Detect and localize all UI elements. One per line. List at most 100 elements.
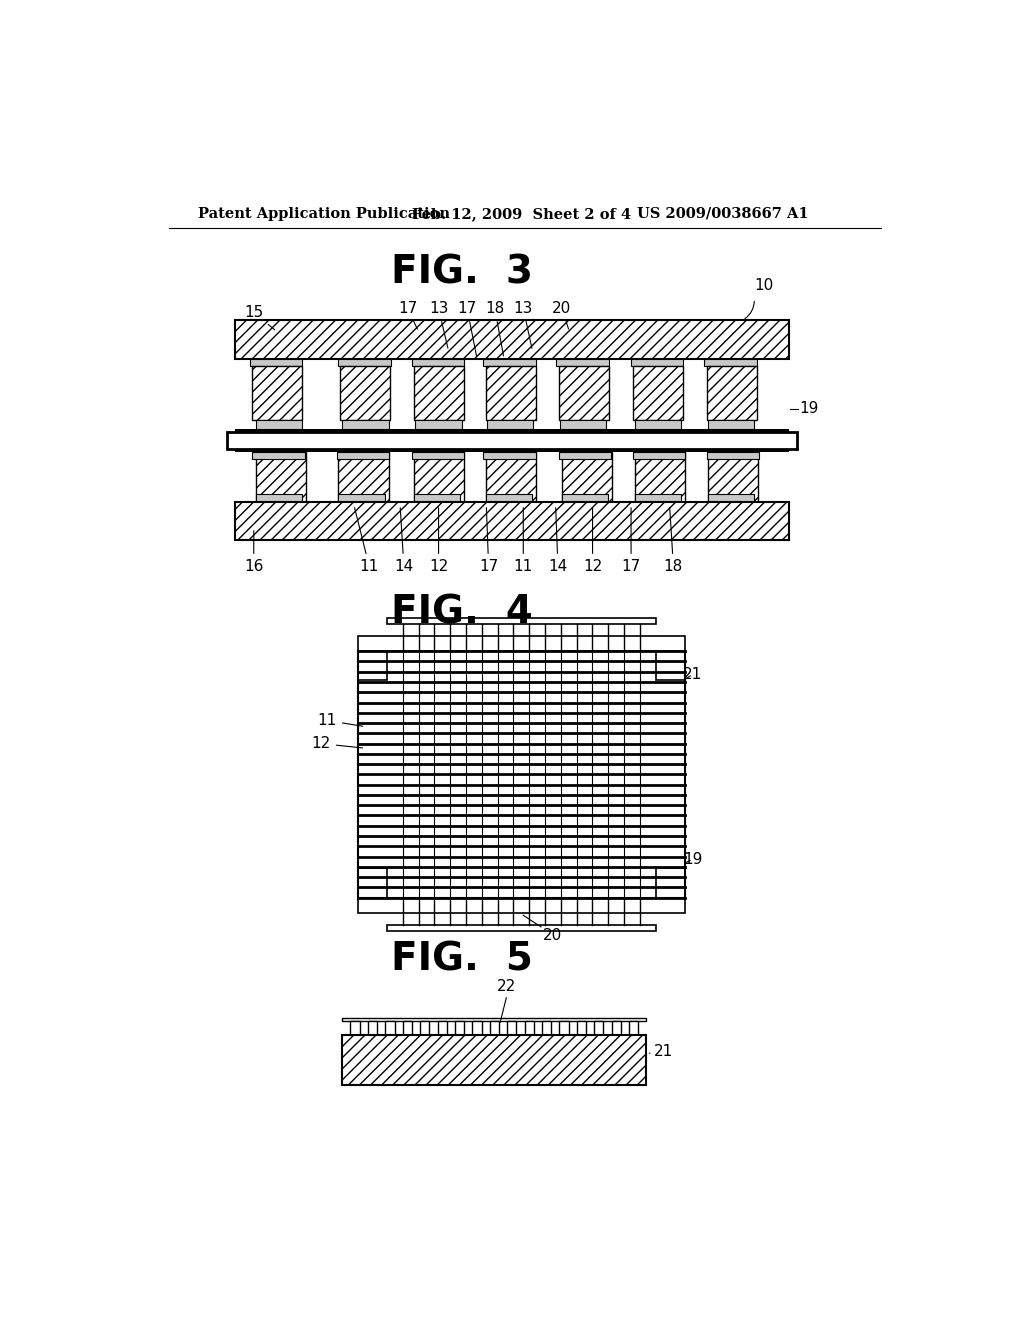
Bar xyxy=(708,494,755,502)
Bar xyxy=(416,420,462,429)
Bar xyxy=(635,494,681,502)
Bar xyxy=(412,359,464,367)
Text: 11: 11 xyxy=(514,508,532,574)
Text: 20: 20 xyxy=(552,301,571,329)
Bar xyxy=(487,420,534,429)
Text: 14: 14 xyxy=(548,508,567,574)
Text: 12: 12 xyxy=(429,508,449,574)
Text: 17: 17 xyxy=(479,508,499,574)
Bar xyxy=(414,367,464,420)
Bar xyxy=(357,869,387,898)
Bar xyxy=(633,367,683,420)
Bar xyxy=(655,651,685,681)
Text: 10: 10 xyxy=(755,279,773,293)
Bar xyxy=(357,898,685,913)
Bar xyxy=(705,359,757,367)
Bar xyxy=(655,869,685,898)
Bar xyxy=(577,1020,586,1035)
Text: 21: 21 xyxy=(683,667,702,682)
Bar xyxy=(339,451,388,502)
Bar xyxy=(414,494,460,502)
Bar xyxy=(708,451,758,502)
Bar xyxy=(342,1035,646,1085)
Text: 15: 15 xyxy=(244,305,274,330)
Bar xyxy=(402,1020,412,1035)
Text: FIG.  5: FIG. 5 xyxy=(391,940,532,978)
Bar xyxy=(357,651,387,681)
Text: 14: 14 xyxy=(394,508,414,574)
Text: 17: 17 xyxy=(458,301,477,356)
Bar xyxy=(485,367,536,420)
Bar xyxy=(562,451,611,502)
Bar xyxy=(707,367,757,420)
Text: 19: 19 xyxy=(683,851,702,867)
Text: FIG.  4: FIG. 4 xyxy=(391,594,532,632)
Bar xyxy=(368,1020,377,1035)
Bar xyxy=(556,359,608,367)
Bar xyxy=(611,1020,621,1035)
Bar xyxy=(250,359,302,367)
Bar xyxy=(339,494,385,502)
Bar xyxy=(472,1020,481,1035)
Text: Patent Application Publication: Patent Application Publication xyxy=(199,207,451,220)
Bar xyxy=(483,359,536,367)
Bar xyxy=(385,1020,394,1035)
Bar xyxy=(489,1020,499,1035)
Bar xyxy=(629,1020,638,1035)
Bar xyxy=(342,1018,646,1020)
Bar xyxy=(560,420,606,429)
Text: 17: 17 xyxy=(398,301,418,329)
Bar xyxy=(542,1020,551,1035)
Bar xyxy=(631,359,683,367)
Bar xyxy=(357,636,685,651)
Text: 16: 16 xyxy=(244,531,263,574)
Bar xyxy=(339,359,391,367)
Text: 20: 20 xyxy=(543,928,562,944)
Bar xyxy=(635,420,681,429)
Bar xyxy=(594,1020,603,1035)
Bar xyxy=(256,494,302,502)
Bar xyxy=(635,451,685,502)
Bar xyxy=(559,451,611,459)
Bar xyxy=(485,451,536,502)
Bar xyxy=(524,1020,534,1035)
Bar xyxy=(507,1020,516,1035)
Bar xyxy=(234,502,788,540)
Bar xyxy=(252,367,302,420)
Bar xyxy=(559,1020,568,1035)
Bar xyxy=(707,451,759,459)
Text: 21: 21 xyxy=(654,1044,674,1059)
Bar xyxy=(350,1020,359,1035)
Bar xyxy=(387,618,655,624)
Bar xyxy=(256,451,306,502)
Text: 22: 22 xyxy=(497,979,516,994)
Text: US 2009/0038667 A1: US 2009/0038667 A1 xyxy=(637,207,809,220)
Bar xyxy=(337,451,389,459)
Bar xyxy=(226,432,797,449)
Bar xyxy=(562,494,608,502)
Bar xyxy=(420,1020,429,1035)
Text: 18: 18 xyxy=(664,508,683,574)
Bar xyxy=(708,420,755,429)
Text: FIG.  3: FIG. 3 xyxy=(391,253,532,292)
Text: 18: 18 xyxy=(485,301,505,356)
Bar xyxy=(387,924,655,931)
Bar xyxy=(342,420,388,429)
Text: 19: 19 xyxy=(799,401,818,416)
Bar xyxy=(414,451,464,502)
Text: 11: 11 xyxy=(354,508,379,574)
Text: Feb. 12, 2009  Sheet 2 of 4: Feb. 12, 2009 Sheet 2 of 4 xyxy=(412,207,631,220)
Bar xyxy=(455,1020,464,1035)
Text: 12: 12 xyxy=(583,508,602,574)
Bar xyxy=(256,420,302,429)
Text: 12: 12 xyxy=(311,737,362,751)
Text: 13: 13 xyxy=(429,301,449,348)
Bar xyxy=(252,451,304,459)
Bar xyxy=(234,449,788,451)
Bar xyxy=(485,494,531,502)
Text: 11: 11 xyxy=(317,713,362,729)
Bar xyxy=(437,1020,446,1035)
Bar xyxy=(412,451,464,459)
Text: 17: 17 xyxy=(622,508,641,574)
Bar xyxy=(559,367,608,420)
